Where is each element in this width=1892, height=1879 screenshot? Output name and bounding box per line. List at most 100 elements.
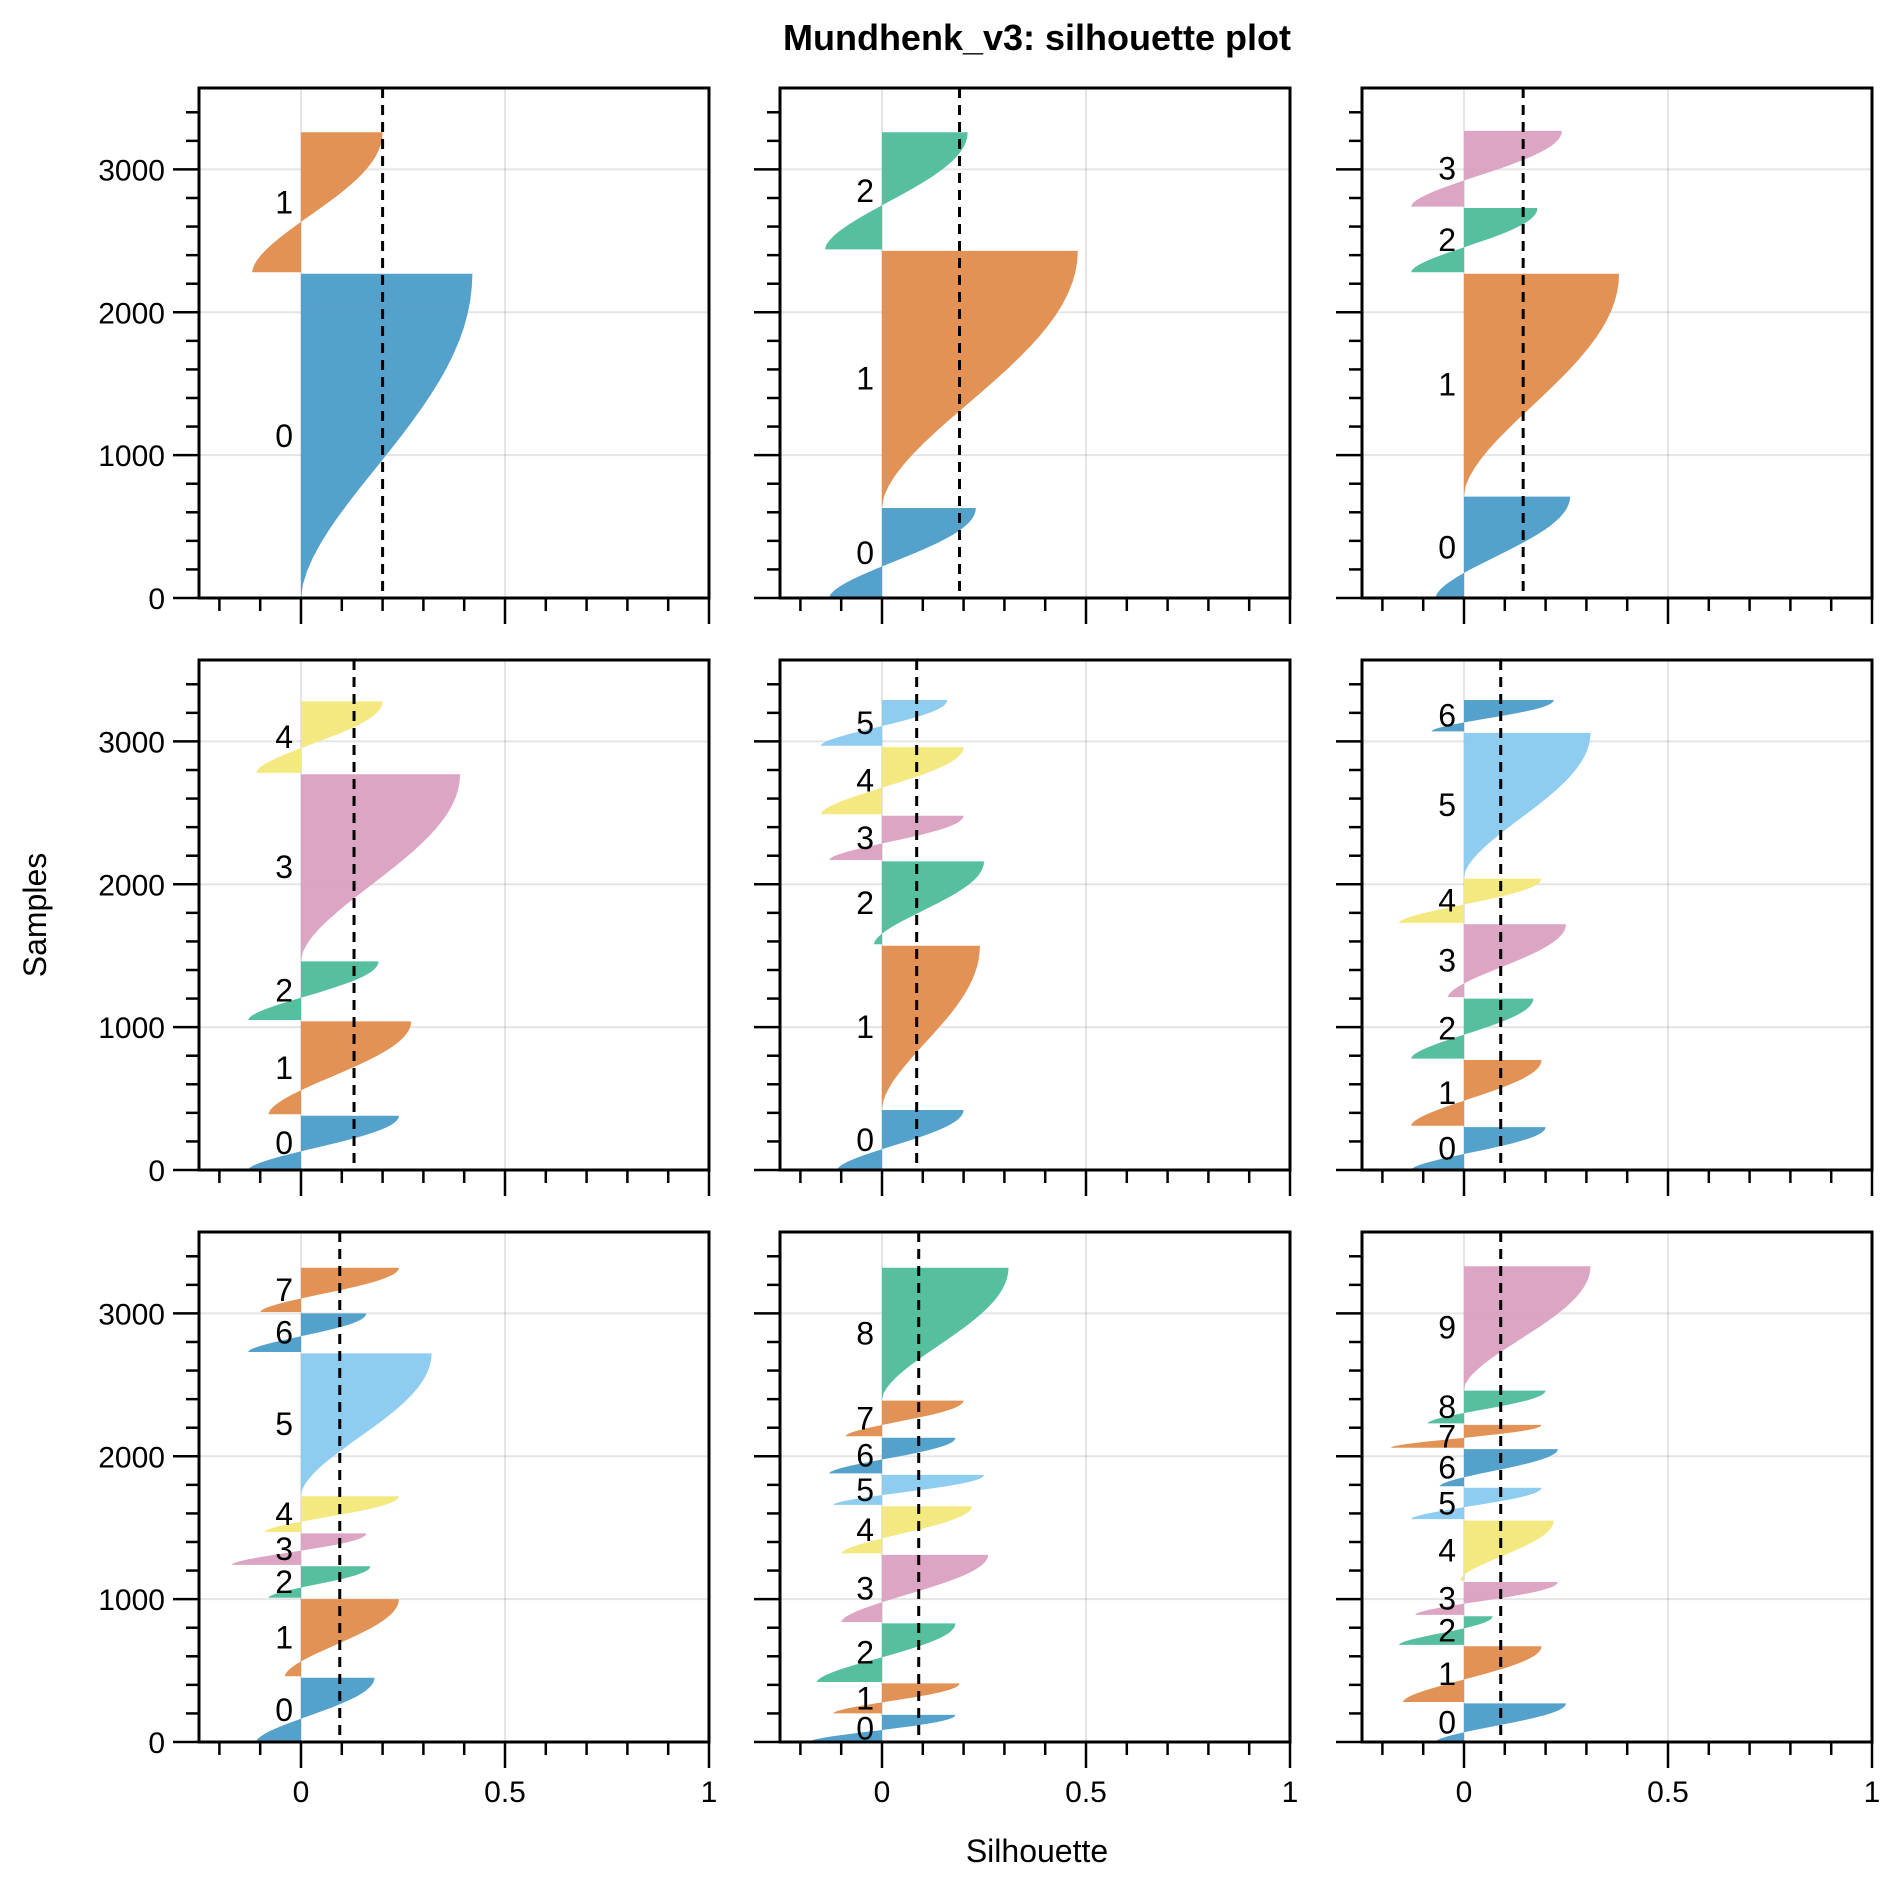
cluster-3-label: 3 [275,849,293,885]
y-tick-label: 0 [148,1155,165,1188]
cluster-1-label: 1 [275,1620,293,1656]
axes-frame [1360,658,1874,1172]
cluster-3-silhouette [1447,924,1566,998]
axes-frame [778,86,1292,600]
cluster-1-silhouette [882,250,1078,507]
x-tick-label: 1 [1282,1776,1299,1809]
cluster-1-label: 1 [275,1050,293,1086]
x-tick-label: 0 [1456,1776,1473,1809]
cluster-4-silhouette [264,1496,399,1532]
silhouette-panel-k7: 0 1 2 3 4 5 6 [1336,658,1874,1196]
cluster-5-label: 5 [275,1406,293,1442]
cluster-5-silhouette [1411,1487,1542,1520]
x-tick-label: 0 [874,1776,891,1809]
cluster-1-silhouette [882,945,980,1109]
cluster-2-label: 2 [856,1635,874,1671]
cluster-0-silhouette [256,1677,375,1742]
cluster-1-silhouette [268,1021,412,1115]
y-tick-label: 1000 [98,440,165,473]
chart-title: Mundhenk_v3: silhouette plot [783,17,1291,58]
cluster-7-silhouette [260,1267,399,1312]
x-tick-label: 0.5 [484,1776,526,1809]
cluster-8-silhouette [1427,1390,1546,1424]
cluster-6-silhouette [829,1437,956,1474]
cluster-1-silhouette [284,1599,399,1677]
cluster-4-silhouette [1459,1520,1554,1581]
cluster-4-label: 4 [1438,883,1456,919]
cluster-2-label: 2 [856,885,874,921]
cluster-8-label: 8 [1438,1389,1456,1425]
cluster-6-silhouette [1431,700,1554,732]
cluster-2-silhouette [816,1623,956,1682]
cluster-3-label: 3 [1438,943,1456,979]
y-axis-label: Samples [17,853,53,978]
y-tick-label: 3000 [98,154,165,187]
x-axis-label: Silhouette [966,1833,1108,1869]
cluster-5-silhouette [833,1474,984,1505]
cluster-0-label: 0 [856,535,874,571]
cluster-7-silhouette [1390,1424,1542,1448]
cluster-3-silhouette [231,1533,367,1565]
cluster-0-label: 0 [275,418,293,454]
cluster-0-silhouette [1435,496,1571,598]
cluster-0-silhouette [829,508,976,598]
cluster-2-silhouette [1398,1616,1493,1645]
cluster-2-label: 2 [1438,1011,1456,1047]
axes-frame [1360,1230,1874,1744]
cluster-0-silhouette [837,1110,964,1170]
y-tick-label: 1000 [98,1584,165,1617]
cluster-6-label: 6 [1438,698,1456,734]
cluster-1-label: 1 [856,1009,874,1045]
cluster-1-silhouette [252,132,383,273]
cluster-0-silhouette [301,273,473,598]
cluster-0-silhouette [808,1714,956,1742]
silhouette-panel-k5: 0 1 2 3 4 0 1000 2000 3000 [98,658,711,1196]
cluster-2-label: 2 [1438,222,1456,258]
cluster-0-silhouette [1411,1127,1546,1170]
cluster-3-silhouette [301,774,461,960]
cluster-4-label: 4 [275,719,293,755]
cluster-4-silhouette [820,747,964,815]
cluster-3-silhouette [1415,1582,1558,1615]
cluster-0-label: 0 [1438,529,1456,565]
x-tick-label: 0.5 [1647,1776,1689,1809]
axes-frame [197,86,711,600]
cluster-2-silhouette [824,132,968,250]
cluster-2-silhouette [873,861,984,945]
silhouette-panel-k8: 0 1 234 5 6 7 0 1000 2000 3000 0 0.5 1 [98,1230,718,1809]
cluster-2-silhouette [248,961,379,1020]
cluster-6-label: 6 [275,1315,293,1351]
cluster-2-silhouette [1411,998,1534,1059]
cluster-2-label: 2 [275,973,293,1009]
x-tick-label: 1 [701,1776,718,1809]
cluster-0-label: 0 [856,1710,874,1746]
cluster-0-label: 0 [1438,1131,1456,1167]
cluster-3-label: 3 [1438,151,1456,187]
cluster-1-silhouette [1464,273,1619,496]
axes-frame [197,1230,711,1744]
cluster-4-label: 4 [856,763,874,799]
cluster-5-label: 5 [856,705,874,741]
cluster-8-silhouette [882,1267,1009,1400]
x-tick-label: 1 [1864,1776,1881,1809]
x-tick-label: 0 [293,1776,310,1809]
cluster-1-silhouette [833,1683,960,1714]
cluster-5-silhouette [820,700,948,746]
cluster-8-label: 8 [856,1315,874,1351]
y-tick-label: 0 [148,1727,165,1760]
cluster-7-label: 7 [1438,1418,1456,1454]
cluster-2-silhouette [1411,208,1538,273]
cluster-0-label: 0 [856,1122,874,1158]
silhouette-panel-k4: 0 1 2 3 [1336,86,1874,624]
panel-grid: 0101000200030000120123012340100020003000… [98,86,1881,1809]
cluster-3-label: 3 [856,1570,874,1606]
cluster-7-silhouette [845,1400,964,1437]
cluster-0-label: 0 [275,1692,293,1728]
cluster-1-label: 1 [856,1680,874,1716]
cluster-2-label: 2 [1438,1613,1456,1649]
cluster-0-silhouette [1435,1703,1566,1742]
cluster-5-label: 5 [1438,1485,1456,1521]
y-tick-label: 3000 [98,1298,165,1331]
cluster-5-label: 5 [1438,787,1456,823]
